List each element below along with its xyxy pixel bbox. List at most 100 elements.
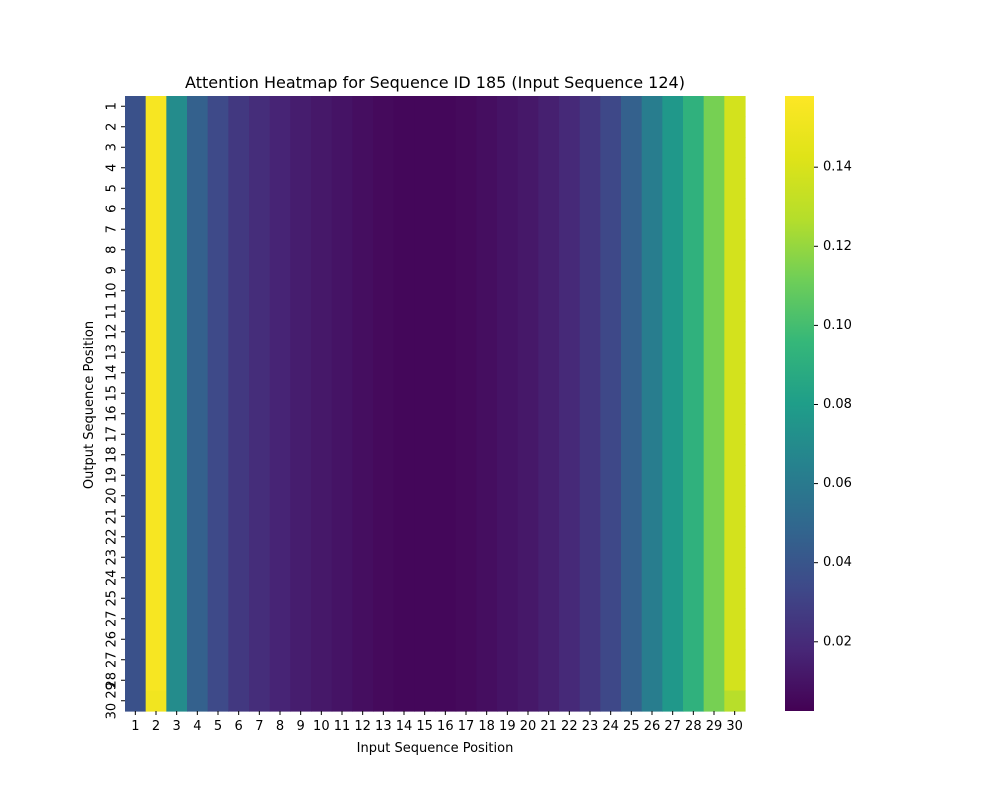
heatmap-cell — [311, 301, 333, 323]
heatmap-cell — [497, 178, 519, 200]
heatmap-cell — [517, 321, 539, 343]
y-tick-label: 4 — [105, 164, 120, 172]
heatmap-cell — [683, 526, 705, 548]
heatmap-cell — [187, 362, 209, 384]
heatmap-cell — [517, 608, 539, 630]
heatmap-cell — [331, 567, 353, 589]
heatmap-cell — [621, 219, 643, 241]
heatmap-cell — [517, 96, 539, 118]
heatmap-cell — [269, 321, 291, 343]
heatmap-cell — [414, 547, 436, 569]
heatmap-cell — [497, 239, 519, 261]
y-tick-label: 27 — [105, 651, 120, 668]
heatmap-cell — [538, 465, 560, 487]
heatmap-cell — [228, 526, 250, 548]
x-tick-label: 19 — [499, 719, 516, 734]
heatmap-cell — [269, 198, 291, 220]
heatmap-cell — [187, 690, 209, 712]
heatmap-cell — [517, 547, 539, 569]
heatmap-cell — [600, 629, 622, 651]
heatmap-cell — [228, 403, 250, 425]
y-tick-label: 7 — [105, 225, 120, 233]
heatmap-cell — [538, 157, 560, 179]
heatmap-cell — [331, 690, 353, 712]
heatmap-cell — [703, 670, 725, 692]
x-tick-label: 26 — [644, 719, 661, 734]
heatmap-cell — [228, 198, 250, 220]
heatmap-cell — [393, 383, 415, 405]
heatmap-cell — [435, 649, 457, 671]
heatmap-cell — [435, 526, 457, 548]
heatmap-cell — [455, 96, 477, 118]
heatmap-cell — [125, 301, 147, 323]
heatmap-cell — [414, 506, 436, 528]
heatmap-cell — [125, 96, 147, 118]
heatmap-cell — [352, 588, 374, 610]
heatmap-cell — [311, 670, 333, 692]
heatmap-cell — [187, 280, 209, 302]
heatmap-cell — [373, 690, 395, 712]
heatmap-cell — [641, 403, 663, 425]
heatmap-cell — [228, 280, 250, 302]
heatmap-cell — [683, 649, 705, 671]
colorbar-tick-label: 0.12 — [823, 239, 852, 254]
heatmap-cell — [414, 178, 436, 200]
heatmap-cell — [352, 116, 374, 138]
heatmap-cell — [125, 137, 147, 159]
heatmap-cell — [269, 670, 291, 692]
colorbar-tick-label: 0.04 — [823, 555, 852, 570]
heatmap-cell — [269, 383, 291, 405]
heatmap-cell — [125, 260, 147, 282]
heatmap-cell — [373, 608, 395, 630]
heatmap-cell — [373, 260, 395, 282]
heatmap-cell — [600, 506, 622, 528]
heatmap-cell — [207, 424, 229, 446]
heatmap-cell — [724, 465, 746, 487]
heatmap-cell — [641, 137, 663, 159]
heatmap-cell — [476, 506, 498, 528]
heatmap-cell — [125, 403, 147, 425]
heatmap-cell — [559, 465, 581, 487]
heatmap-cell — [621, 506, 643, 528]
heatmap-cell — [538, 198, 560, 220]
heatmap-cell — [641, 649, 663, 671]
heatmap-cell — [455, 403, 477, 425]
heatmap-cell — [476, 690, 498, 712]
heatmap-cell — [373, 96, 395, 118]
heatmap-cell — [703, 280, 725, 302]
heatmap-cell — [269, 239, 291, 261]
heatmap-cell — [435, 485, 457, 507]
heatmap-cell — [662, 321, 684, 343]
heatmap-cell — [621, 629, 643, 651]
heatmap-cell — [269, 526, 291, 548]
heatmap-cell — [166, 342, 188, 364]
heatmap-cell — [414, 137, 436, 159]
heatmap-cell — [311, 608, 333, 630]
heatmap-cell — [559, 219, 581, 241]
heatmap-cell — [125, 588, 147, 610]
heatmap-cell — [352, 362, 374, 384]
heatmap-cell — [683, 321, 705, 343]
heatmap-cell — [579, 157, 601, 179]
heatmap-cell — [311, 485, 333, 507]
heatmap-cell — [662, 690, 684, 712]
heatmap-cell — [600, 96, 622, 118]
heatmap-cell — [538, 239, 560, 261]
heatmap-cell — [476, 547, 498, 569]
heatmap-cell — [497, 424, 519, 446]
heatmap-cell — [455, 239, 477, 261]
heatmap-cell — [703, 690, 725, 712]
heatmap-cell — [311, 629, 333, 651]
heatmap-cell — [662, 362, 684, 384]
heatmap-cell — [476, 608, 498, 630]
heatmap-cell — [559, 567, 581, 589]
heatmap-cell — [207, 670, 229, 692]
heatmap-cell — [331, 649, 353, 671]
x-tick-label: 20 — [520, 719, 537, 734]
heatmap-cell — [207, 608, 229, 630]
heatmap-cell — [579, 690, 601, 712]
heatmap-cell — [269, 649, 291, 671]
heatmap-cell — [352, 608, 374, 630]
heatmap-cell — [290, 321, 312, 343]
heatmap-cell — [579, 96, 601, 118]
